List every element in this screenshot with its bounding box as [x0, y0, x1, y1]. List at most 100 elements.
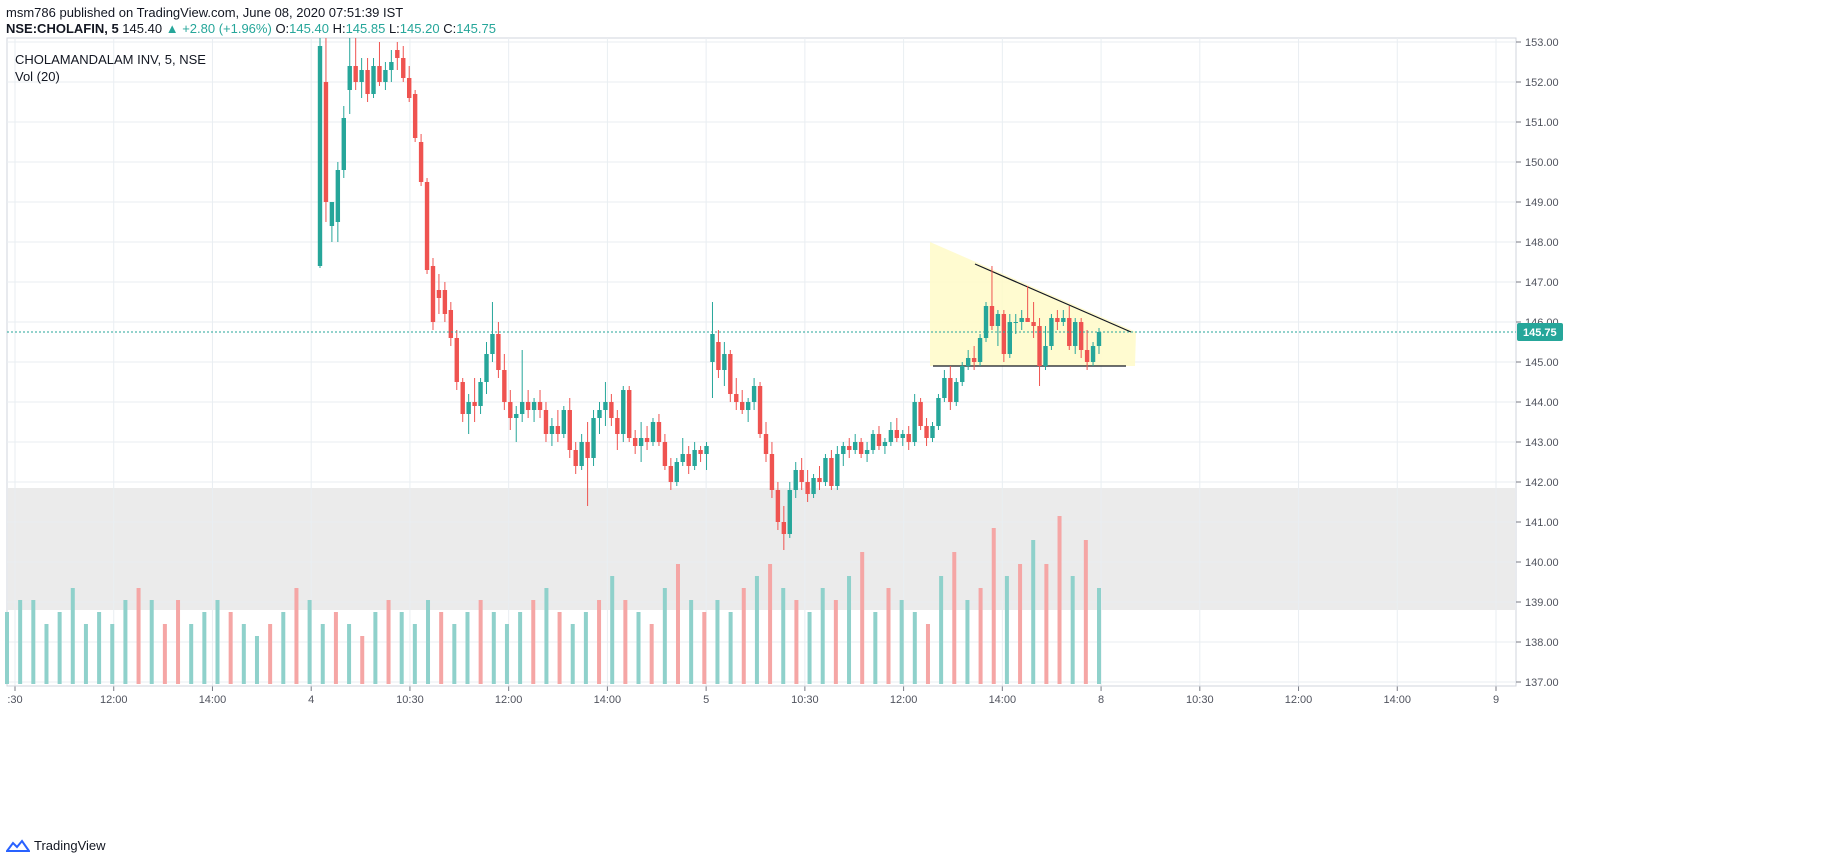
- candle-body: [371, 66, 376, 94]
- volume-bar: [18, 600, 23, 684]
- volume-bar: [768, 564, 773, 684]
- volume-bar: [754, 576, 759, 684]
- candle-body: [591, 418, 596, 458]
- candle-body: [353, 66, 358, 82]
- volume-bar: [491, 612, 496, 684]
- volume-bar: [307, 600, 312, 684]
- volume-bar: [123, 600, 128, 684]
- time-tick-label: 10:30: [791, 694, 819, 706]
- candle-body: [442, 290, 448, 314]
- candle-body: [1019, 318, 1024, 322]
- footer-brand[interactable]: TradingView: [6, 838, 106, 853]
- volume-bar: [333, 612, 338, 684]
- candle-body: [597, 410, 602, 418]
- open-value: 145.40: [289, 21, 329, 36]
- volume-bar: [583, 612, 588, 684]
- candle-body: [924, 426, 929, 438]
- volume-bar: [452, 624, 457, 684]
- candle-body: [430, 266, 436, 322]
- volume-bar: [860, 552, 865, 684]
- time-tick-label: 5: [703, 694, 709, 706]
- candle-body: [716, 342, 721, 370]
- candle-body: [632, 438, 638, 446]
- candle-body: [835, 454, 840, 486]
- candle-body: [323, 82, 329, 202]
- volume-legend: Vol (20): [15, 69, 60, 84]
- candle-body: [365, 70, 370, 94]
- candle-body: [1025, 318, 1030, 322]
- volume-bar: [833, 600, 838, 684]
- low-label: L:: [388, 21, 400, 36]
- volume-bar: [689, 600, 694, 684]
- time-tick-label: 12:00: [100, 694, 128, 706]
- price-change-value: +2.80 (+1.96%): [182, 21, 272, 36]
- candle-body: [995, 314, 1001, 326]
- candle-body: [930, 426, 935, 438]
- volume-bar: [1031, 540, 1036, 684]
- candle-body: [781, 522, 787, 534]
- published-line: msm786 published on TradingView.com, Jun…: [6, 5, 404, 20]
- price-tick-label: 149.00: [1525, 197, 1559, 209]
- candle-body: [490, 334, 495, 354]
- candle-body: [799, 470, 804, 482]
- candle-body: [341, 118, 346, 170]
- candle-body: [627, 390, 632, 438]
- volume-bar: [478, 600, 483, 684]
- time-tick-label: 4: [308, 694, 314, 706]
- volume-bar: [412, 624, 417, 684]
- candle-body: [448, 310, 454, 338]
- candle-body: [989, 306, 995, 326]
- price-tick-label: 139.00: [1525, 597, 1559, 609]
- high-value: 145.85: [345, 21, 386, 36]
- volume-bar: [662, 588, 667, 684]
- candle-body: [638, 438, 644, 446]
- last-price: 145.40: [122, 21, 163, 36]
- candle-body: [406, 78, 412, 98]
- volume-bar: [228, 612, 233, 684]
- candle-body: [579, 442, 584, 466]
- last-price-label: 145.75: [1523, 327, 1557, 339]
- candle-body: [858, 442, 864, 454]
- volume-bar: [597, 600, 602, 684]
- candle-body: [1031, 322, 1036, 326]
- candle-body: [734, 394, 739, 402]
- candle-body: [876, 434, 882, 446]
- candle-body: [418, 142, 424, 182]
- candle-body: [882, 442, 888, 446]
- volume-bar: [702, 612, 707, 684]
- volume-bar: [241, 624, 246, 684]
- candle-body: [757, 386, 763, 434]
- price-tick-label: 147.00: [1525, 277, 1559, 289]
- volume-bar: [254, 636, 259, 684]
- candle-body: [680, 454, 685, 462]
- candle-body: [549, 426, 555, 434]
- support-zone: [8, 488, 1515, 610]
- volume-bar: [465, 612, 470, 684]
- candle-body: [1067, 318, 1072, 346]
- candle-body: [395, 50, 400, 58]
- volume-bar: [715, 600, 720, 684]
- volume-bar: [281, 612, 286, 684]
- volume-bar: [1070, 576, 1075, 684]
- candle-body: [531, 402, 537, 410]
- candle-body: [674, 462, 679, 482]
- candle-body: [543, 410, 549, 434]
- candle-body: [615, 418, 620, 434]
- volume-bar: [426, 600, 431, 684]
- price-tick-label: 148.00: [1525, 237, 1559, 249]
- candle-body: [519, 402, 525, 414]
- candle-body: [977, 338, 983, 362]
- volume-bar: [1018, 564, 1023, 684]
- price-tick-label: 153.00: [1525, 37, 1559, 49]
- volume-bar: [939, 576, 944, 684]
- candle-body: [698, 450, 703, 454]
- candle-body: [1096, 332, 1102, 346]
- volume-bar: [544, 588, 549, 684]
- candle-body: [763, 434, 769, 454]
- price-tick-label: 150.00: [1525, 157, 1559, 169]
- volume-bar: [1044, 564, 1049, 684]
- candle-body: [317, 46, 323, 266]
- candle-body: [609, 402, 614, 418]
- candle-body: [436, 290, 442, 298]
